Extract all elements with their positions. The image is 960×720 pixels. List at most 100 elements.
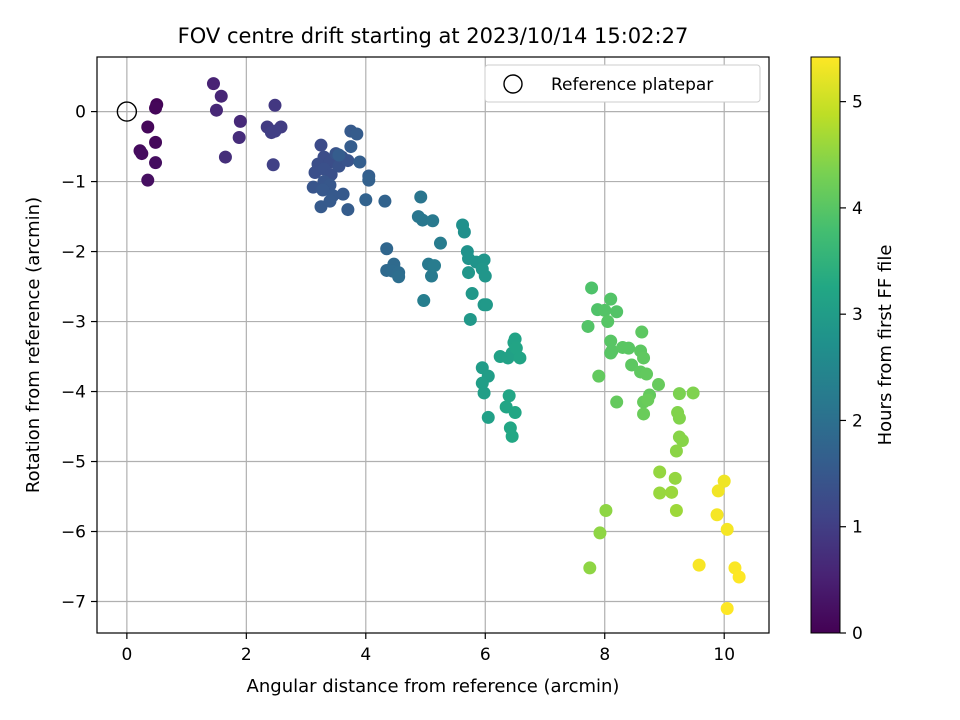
data-point — [592, 369, 606, 383]
y-tick-label: −1 — [61, 173, 86, 193]
data-point — [378, 194, 392, 208]
data-point — [478, 269, 492, 283]
x-tick-label: 10 — [713, 645, 735, 665]
data-point — [426, 214, 440, 228]
data-point — [669, 504, 683, 518]
reference-platepar-marker — [116, 101, 138, 122]
data-point — [711, 484, 725, 498]
legend-reference-marker — [503, 74, 523, 94]
x-tick-label: 0 — [121, 645, 132, 665]
y-tick-label: −4 — [61, 383, 86, 403]
data-point — [653, 486, 667, 500]
data-point — [233, 114, 247, 128]
y-tick-label: −5 — [61, 453, 86, 473]
y-tick-label: −2 — [61, 243, 86, 263]
y-tick-label: 0 — [75, 103, 86, 123]
data-point — [675, 434, 689, 448]
legend-box — [484, 64, 761, 103]
data-point — [665, 485, 679, 499]
data-point — [581, 319, 595, 333]
legend-entry-label: Reference platepar — [551, 75, 713, 95]
data-point — [637, 351, 651, 365]
y-tick-label: −3 — [61, 313, 86, 333]
data-point — [268, 124, 282, 138]
data-point — [479, 298, 493, 312]
x-tick-label: 6 — [480, 645, 491, 665]
data-point — [583, 561, 597, 575]
data-point — [463, 312, 477, 326]
data-point — [720, 522, 734, 536]
data-point — [505, 429, 519, 443]
data-point — [135, 147, 149, 161]
data-point — [599, 504, 613, 518]
x-axis-label: Angular distance from reference (arcmin) — [247, 676, 620, 697]
data-point — [692, 558, 706, 572]
data-point — [380, 242, 394, 256]
data-point — [392, 270, 406, 284]
data-point — [353, 155, 367, 169]
data-point — [141, 173, 155, 187]
data-point — [513, 351, 527, 365]
data-point — [477, 386, 491, 400]
data-point — [686, 386, 700, 400]
data-point — [149, 101, 163, 115]
data-point — [359, 193, 373, 207]
x-axis-ticks: 0 2 4 6 8 10 — [121, 633, 735, 665]
data-point — [732, 570, 746, 584]
data-point — [625, 358, 639, 372]
data-point — [669, 444, 683, 458]
data-point — [651, 378, 665, 392]
y-tick-label: −7 — [61, 593, 86, 613]
data-point — [457, 225, 471, 239]
data-point — [414, 190, 428, 204]
y-tick-label: −6 — [61, 523, 86, 543]
data-point — [635, 325, 649, 339]
data-point — [427, 259, 441, 273]
data-point — [641, 393, 655, 407]
data-point — [341, 203, 355, 217]
data-points — [133, 77, 746, 616]
grid-lines — [97, 57, 769, 633]
data-point — [593, 526, 607, 540]
data-point — [206, 77, 220, 91]
data-point — [605, 344, 619, 358]
colorbar-label: Hours from first FF file — [875, 245, 896, 446]
data-point — [637, 407, 651, 421]
data-point — [314, 138, 328, 152]
legend: Reference platepar — [484, 64, 761, 103]
data-point — [653, 465, 667, 479]
data-point — [316, 183, 330, 197]
data-point — [314, 200, 328, 214]
colorbar-tick-label: 4 — [852, 199, 863, 219]
data-point — [604, 292, 618, 306]
data-point — [362, 173, 376, 187]
data-point — [509, 341, 523, 355]
data-point — [475, 376, 489, 390]
data-point — [508, 406, 522, 420]
data-point — [601, 315, 615, 329]
data-point — [417, 294, 431, 308]
data-point — [465, 287, 479, 301]
y-axis-label: Rotation from reference (arcmin) — [23, 197, 44, 493]
colorbar-tick-label: 1 — [852, 518, 863, 538]
data-point — [141, 120, 155, 134]
chart-title: FOV centre drift starting at 2023/10/14 … — [178, 24, 689, 48]
data-point — [336, 187, 350, 201]
data-point — [149, 135, 163, 149]
data-point — [668, 471, 682, 485]
data-point — [710, 508, 724, 522]
x-tick-label: 4 — [360, 645, 371, 665]
colorbar-tick-label: 5 — [852, 93, 863, 113]
data-point — [502, 389, 516, 403]
data-point — [604, 334, 618, 348]
colorbar-tick-label: 0 — [852, 624, 863, 644]
y-axis-ticks: 0 −1 −2 −3 −4 −5 −6 −7 — [61, 103, 97, 613]
colorbar: 0 1 2 3 4 5 Hours from first FF file — [810, 56, 896, 644]
x-tick-label: 8 — [599, 645, 610, 665]
data-point — [717, 474, 731, 488]
data-point — [462, 266, 476, 280]
reference-marker-group — [116, 101, 138, 122]
data-point — [209, 103, 223, 117]
data-point — [214, 89, 228, 103]
